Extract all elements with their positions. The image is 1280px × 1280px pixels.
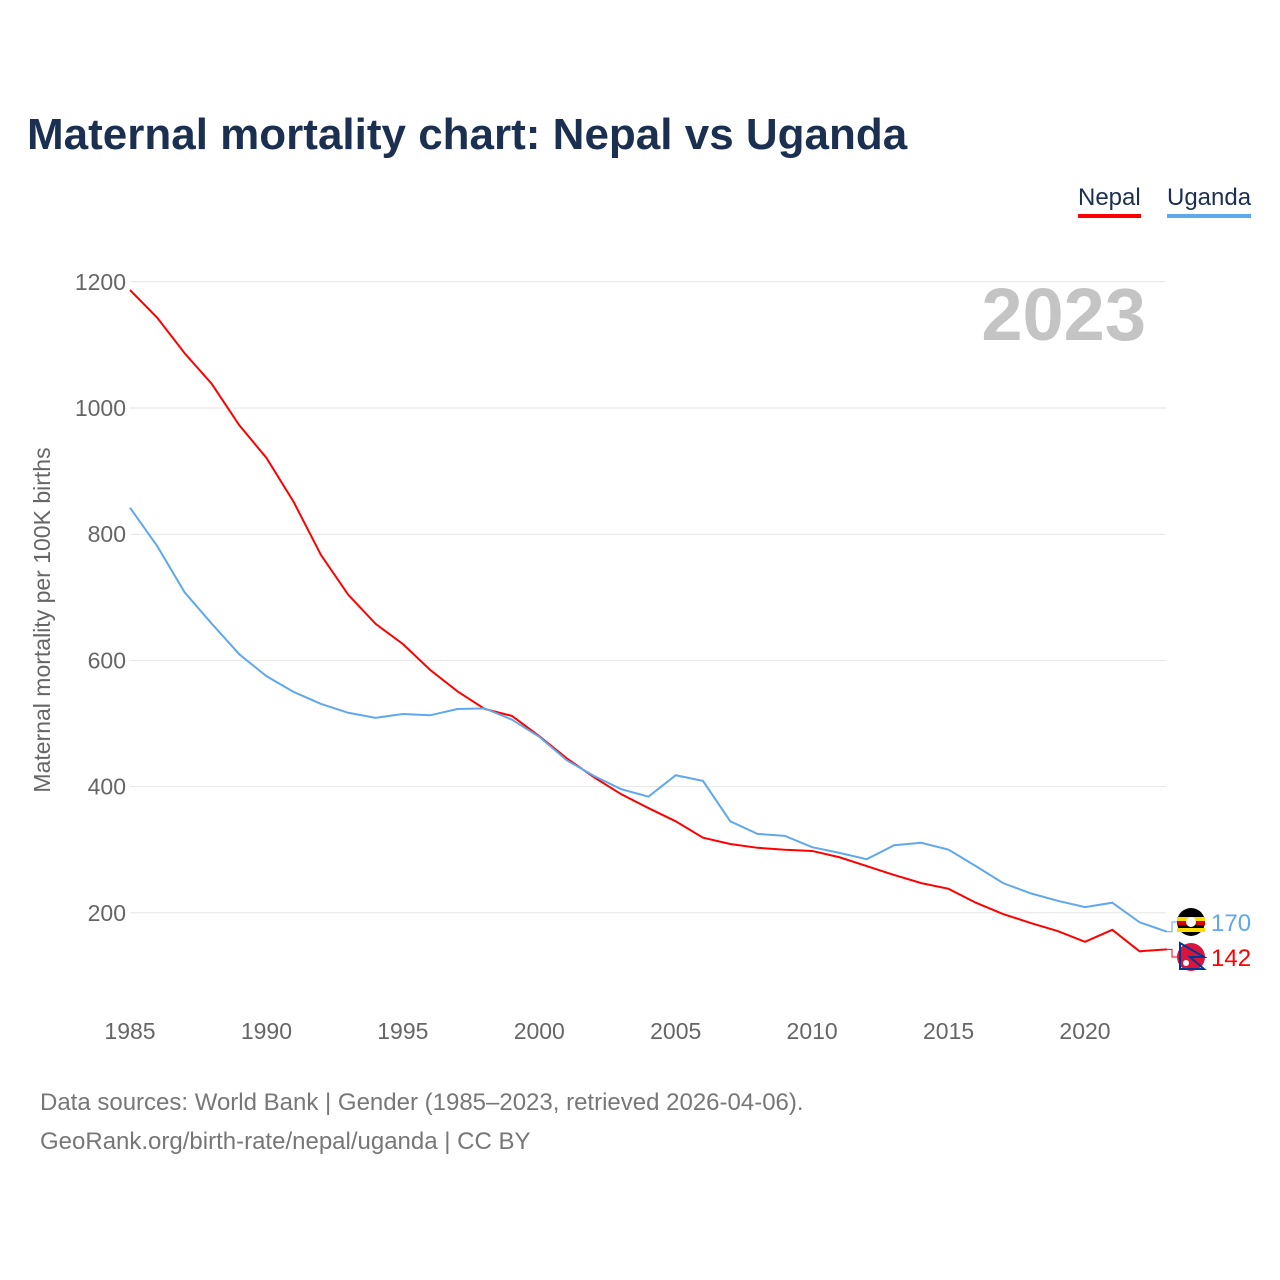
legend-uganda[interactable]: Uganda (1167, 184, 1252, 218)
end-connector (1166, 948, 1178, 958)
series-line-nepal (129, 289, 1167, 953)
end-connector (1166, 921, 1178, 933)
y-tick-label: 200 (88, 900, 126, 926)
y-tick-label: 800 (88, 521, 126, 547)
x-tick-label: 2000 (514, 1018, 565, 1044)
flag-stripe (1177, 928, 1205, 932)
series-line-uganda (129, 507, 1168, 933)
flag-emblem (1186, 917, 1196, 927)
y-tick-label: 400 (88, 774, 126, 800)
y-tick-label: 600 (88, 647, 126, 673)
source-link[interactable]: GeoRank.org/birth-rate/nepal/uganda | CC… (40, 1128, 531, 1155)
y-axis-label: Maternal mortality per 100K births (29, 447, 55, 792)
year-watermark: 2023 (981, 273, 1146, 356)
legend-nepal[interactable]: Nepal (1078, 184, 1141, 218)
chart-title: Maternal mortality chart: Nepal vs Ugand… (27, 110, 908, 159)
x-tick-label: 2005 (650, 1018, 701, 1044)
x-tick-label: 1995 (377, 1018, 428, 1044)
end-value-label-nepal: 142 (1211, 945, 1251, 972)
end-value-label-uganda: 170 (1211, 910, 1251, 937)
flag-border (1179, 941, 1208, 970)
y-tick-label: 1200 (75, 269, 126, 295)
y-tick-label: 1000 (75, 395, 126, 421)
x-tick-label: 1985 (104, 1018, 155, 1044)
x-tick-label: 2010 (787, 1018, 838, 1044)
x-tick-label: 2015 (923, 1018, 974, 1044)
source-note: Data sources: World Bank | Gender (1985–… (40, 1089, 804, 1116)
x-tick-label: 2020 (1059, 1018, 1110, 1044)
flag-sun (1183, 960, 1189, 966)
x-tick-label: 1990 (241, 1018, 292, 1044)
